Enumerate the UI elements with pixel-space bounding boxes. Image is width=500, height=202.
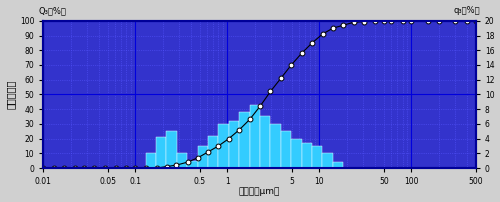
Bar xyxy=(312,146,322,168)
Text: Q₃（%）: Q₃（%） xyxy=(39,6,67,15)
Bar xyxy=(177,153,188,168)
Bar xyxy=(188,161,198,168)
Bar xyxy=(260,117,270,168)
Bar xyxy=(229,121,239,168)
Bar xyxy=(250,105,260,168)
Bar xyxy=(333,162,344,168)
Bar xyxy=(208,136,218,168)
Bar xyxy=(239,112,250,168)
Text: q₃（%）: q₃（%） xyxy=(454,6,480,15)
Bar xyxy=(322,153,333,168)
X-axis label: 粒子径（μm）: 粒子径（μm） xyxy=(239,187,280,196)
Bar xyxy=(281,131,291,168)
Bar xyxy=(146,153,156,168)
Bar xyxy=(270,124,281,168)
Bar xyxy=(218,124,229,168)
Bar xyxy=(302,143,312,168)
Y-axis label: 相対粒子量: 相対粒子量 xyxy=(6,80,16,109)
Bar xyxy=(292,139,302,168)
Bar xyxy=(198,146,208,168)
Bar xyxy=(166,131,177,168)
Bar xyxy=(156,137,166,168)
